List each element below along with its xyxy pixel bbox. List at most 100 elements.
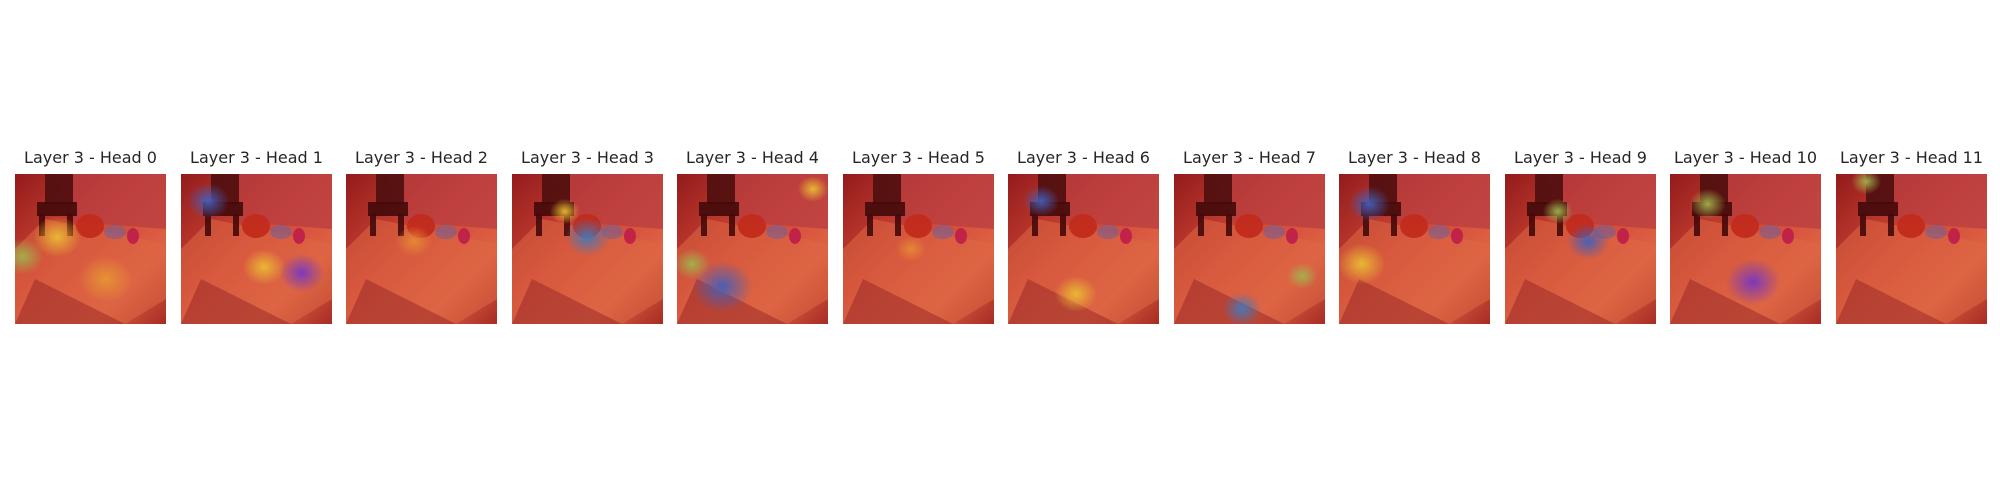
attention-hotspot [1222,292,1262,324]
cabinet-wall [1710,174,1821,229]
plate [1263,225,1285,239]
pot [76,214,104,238]
heatmap-overlay [512,174,663,324]
heatmap-overlay [1670,174,1821,324]
attention-heatmap-image [677,174,828,324]
attention-hotspot [279,253,325,293]
attention-hotspot [677,248,711,280]
panel-title: Layer 3 - Head 3 [521,148,654,167]
plate [1925,225,1947,239]
heatmap-overlay [1505,174,1656,324]
pot [1897,214,1925,238]
small-object [127,228,139,244]
attention-hotspot [1054,276,1098,312]
gripper-finger-right [729,214,735,236]
cabinet-front [181,279,291,324]
plate [1097,225,1119,239]
attention-heatmap-image [15,174,166,324]
gripper-finger-right [398,214,404,236]
gripper-finger-right [564,214,570,236]
gripper-finger-right [1888,214,1894,236]
heatmap-overlay [1339,174,1490,324]
heatmap-overlay [181,174,332,324]
attention-heatmap-image [1339,174,1490,324]
small-object [1286,228,1298,244]
attention-hotspot [692,260,753,313]
small-object [955,228,967,244]
cabinet-wall [552,174,663,229]
plate [766,225,788,239]
robot-gripper [1196,202,1236,216]
panel-title: Layer 3 - Head 2 [355,148,488,167]
cabinet-front [1670,279,1780,324]
attention-hotspot [1542,198,1573,225]
panel-title: Layer 3 - Head 4 [686,148,819,167]
attention-hotspot [1851,174,1882,195]
robot-arm [376,174,404,204]
attention-heatmap-image [843,174,994,324]
small-object [1948,228,1960,244]
small-object [458,228,470,244]
cabinet-wall [1876,174,1987,229]
attention-heatmap-image [1670,174,1821,324]
gripper-finger-right [233,214,239,236]
attention-hotspot [1023,185,1060,217]
gripper-finger-left [1529,214,1535,236]
cabinet-front [1339,279,1449,324]
attention-hotspot [1339,243,1386,285]
gripper-finger-left [1363,214,1369,236]
plate [270,225,292,239]
attention-heatmap-image [512,174,663,324]
panel-title: Layer 3 - Head 0 [24,148,157,167]
gripper-finger-left [205,214,211,236]
robot-gripper [1858,202,1898,216]
robot-arm [45,174,73,204]
attention-hotspot [1689,188,1726,220]
pot [904,214,932,238]
attention-hotspot [1287,263,1318,289]
cabinet-wall [1048,174,1159,229]
small-object [789,228,801,244]
gripper-finger-left [1198,214,1204,236]
heatmap-overlay [1174,174,1325,324]
cabinet-front [512,279,622,324]
attention-heatmap-image [1836,174,1987,324]
small-object [1120,228,1132,244]
robot-arm [1204,174,1232,204]
heatmap-overlay [843,174,994,324]
cabinet-wall [386,174,497,229]
panel-title: Layer 3 - Head 1 [190,148,323,167]
cabinet-front [15,279,125,324]
panel-title: Layer 3 - Head 5 [852,148,985,167]
heatmap-overlay [1836,174,1987,324]
gripper-finger-left [867,214,873,236]
small-object [1617,228,1629,244]
plate [435,225,457,239]
small-object [293,228,305,244]
panel-title: Layer 3 - Head 6 [1017,148,1150,167]
heatmap-overlay [346,174,497,324]
attention-hotspot [797,176,828,202]
gripper-finger-left [1860,214,1866,236]
panel-title: Layer 3 - Head 7 [1183,148,1316,167]
attention-heatmap-image [1008,174,1159,324]
pot [242,214,270,238]
small-object [1782,228,1794,244]
gripper-finger-left [370,214,376,236]
attention-heatmap-image [1505,174,1656,324]
gripper-finger-right [1557,214,1563,236]
attention-hotspot [1348,186,1391,222]
small-object [624,228,636,244]
cabinet-front [1505,279,1615,324]
pot [1235,214,1263,238]
plate [1428,225,1450,239]
robot-gripper [865,202,905,216]
gripper-finger-right [1722,214,1728,236]
cabinet-wall [1379,174,1490,229]
cabinet-front [843,279,953,324]
attention-hotspot [187,183,230,219]
gripper-finger-left [1032,214,1038,236]
gripper-finger-left [701,214,707,236]
gripper-finger-right [1226,214,1232,236]
